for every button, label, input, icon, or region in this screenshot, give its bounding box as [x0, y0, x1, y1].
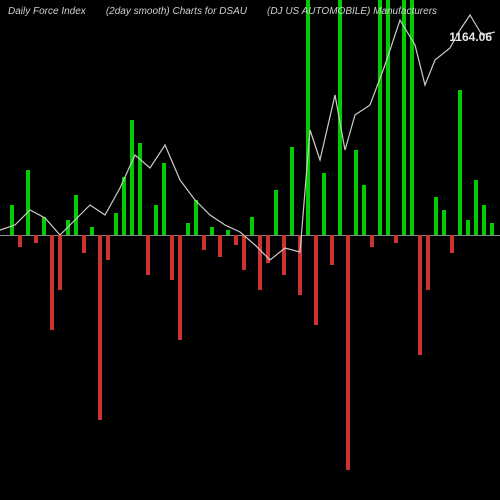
latest-price-value: 1164.06	[449, 30, 492, 44]
force-bar	[74, 195, 78, 235]
force-bar	[282, 235, 286, 275]
force-bar	[426, 235, 430, 290]
force-bar	[18, 235, 22, 247]
force-bar	[178, 235, 182, 340]
force-bar	[394, 235, 398, 243]
title-3: (DJ US AUTOMOBILE) Manufacturers	[267, 6, 437, 17]
force-bar	[490, 223, 494, 235]
force-bar	[10, 205, 14, 235]
force-bar	[90, 227, 94, 235]
chart-title: Daily Force Index (2day smooth) Charts f…	[8, 6, 492, 17]
force-bar	[218, 235, 222, 257]
force-bar	[250, 217, 254, 235]
force-bar	[242, 235, 246, 270]
force-bar	[234, 235, 238, 245]
force-bar	[458, 90, 462, 235]
force-bar	[482, 205, 486, 235]
force-bar	[370, 235, 374, 247]
force-bar	[402, 0, 406, 235]
force-bar	[138, 143, 142, 235]
force-bar	[146, 235, 150, 275]
force-bar	[274, 190, 278, 235]
force-bar	[186, 223, 190, 235]
zero-axis	[0, 235, 500, 236]
force-bar	[226, 230, 230, 235]
force-bar	[418, 235, 422, 355]
force-bar	[290, 147, 294, 235]
force-bar	[330, 235, 334, 265]
force-index-chart: Daily Force Index (2day smooth) Charts f…	[0, 0, 500, 500]
force-bar	[266, 235, 270, 263]
force-bar	[66, 220, 70, 235]
force-bar	[154, 205, 158, 235]
force-bar	[314, 235, 318, 325]
force-bar	[202, 235, 206, 250]
force-bar	[82, 235, 86, 253]
force-bar	[162, 163, 166, 235]
force-bar	[306, 0, 310, 235]
force-bar	[474, 180, 478, 235]
force-bar	[354, 150, 358, 235]
force-bar	[386, 0, 390, 235]
force-bar	[258, 235, 262, 290]
force-bar	[26, 170, 30, 235]
force-bar	[58, 235, 62, 290]
price-line-overlay	[0, 0, 500, 500]
force-bar	[346, 235, 350, 470]
force-bar	[98, 235, 102, 420]
force-bar	[170, 235, 174, 280]
force-bar	[122, 177, 126, 235]
title-2: (2day smooth) Charts for DSAU	[106, 6, 247, 17]
force-bar	[378, 0, 382, 235]
force-bar	[34, 235, 38, 243]
force-bar	[450, 235, 454, 253]
force-bar	[106, 235, 110, 260]
force-bar	[410, 0, 414, 235]
force-bar	[130, 120, 134, 235]
title-1: Daily Force Index	[8, 6, 86, 17]
force-bar	[42, 217, 46, 235]
force-bar	[322, 173, 326, 235]
force-bar	[434, 197, 438, 235]
force-bar	[298, 235, 302, 295]
force-bar	[362, 185, 366, 235]
force-bar	[210, 227, 214, 235]
force-bar	[442, 210, 446, 235]
force-bar	[466, 220, 470, 235]
force-bar	[114, 213, 118, 235]
force-bar	[50, 235, 54, 330]
force-bar	[194, 200, 198, 235]
force-bar	[338, 0, 342, 235]
